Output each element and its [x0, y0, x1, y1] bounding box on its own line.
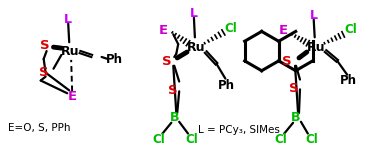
Text: S: S — [289, 82, 299, 95]
Text: Cl: Cl — [152, 133, 165, 146]
Text: Ph: Ph — [218, 79, 235, 92]
Text: S: S — [40, 39, 50, 52]
Text: E: E — [68, 90, 77, 103]
Text: B: B — [291, 111, 301, 124]
Text: S: S — [169, 84, 178, 97]
Text: Cl: Cl — [345, 23, 358, 36]
Text: S: S — [162, 55, 171, 68]
Text: Ru: Ru — [61, 45, 79, 58]
Text: B: B — [169, 111, 179, 124]
Text: Ph: Ph — [106, 53, 123, 66]
Text: Ru: Ru — [187, 41, 205, 54]
Text: E: E — [279, 24, 288, 37]
Text: E: E — [159, 24, 168, 37]
Text: E=O, S, PPh: E=O, S, PPh — [8, 123, 71, 133]
Text: L: L — [190, 7, 198, 20]
Text: L: L — [310, 9, 318, 22]
Text: S: S — [39, 66, 48, 79]
Text: L: L — [64, 13, 72, 26]
Text: Cl: Cl — [225, 22, 238, 35]
Text: Cl: Cl — [274, 133, 287, 146]
Text: S: S — [282, 55, 292, 68]
Text: L = PCy₃, SIMes: L = PCy₃, SIMes — [198, 125, 280, 135]
Text: Cl: Cl — [305, 133, 318, 146]
Text: Ph: Ph — [339, 74, 356, 87]
Text: Cl: Cl — [186, 133, 198, 146]
Text: Ru: Ru — [307, 41, 325, 54]
